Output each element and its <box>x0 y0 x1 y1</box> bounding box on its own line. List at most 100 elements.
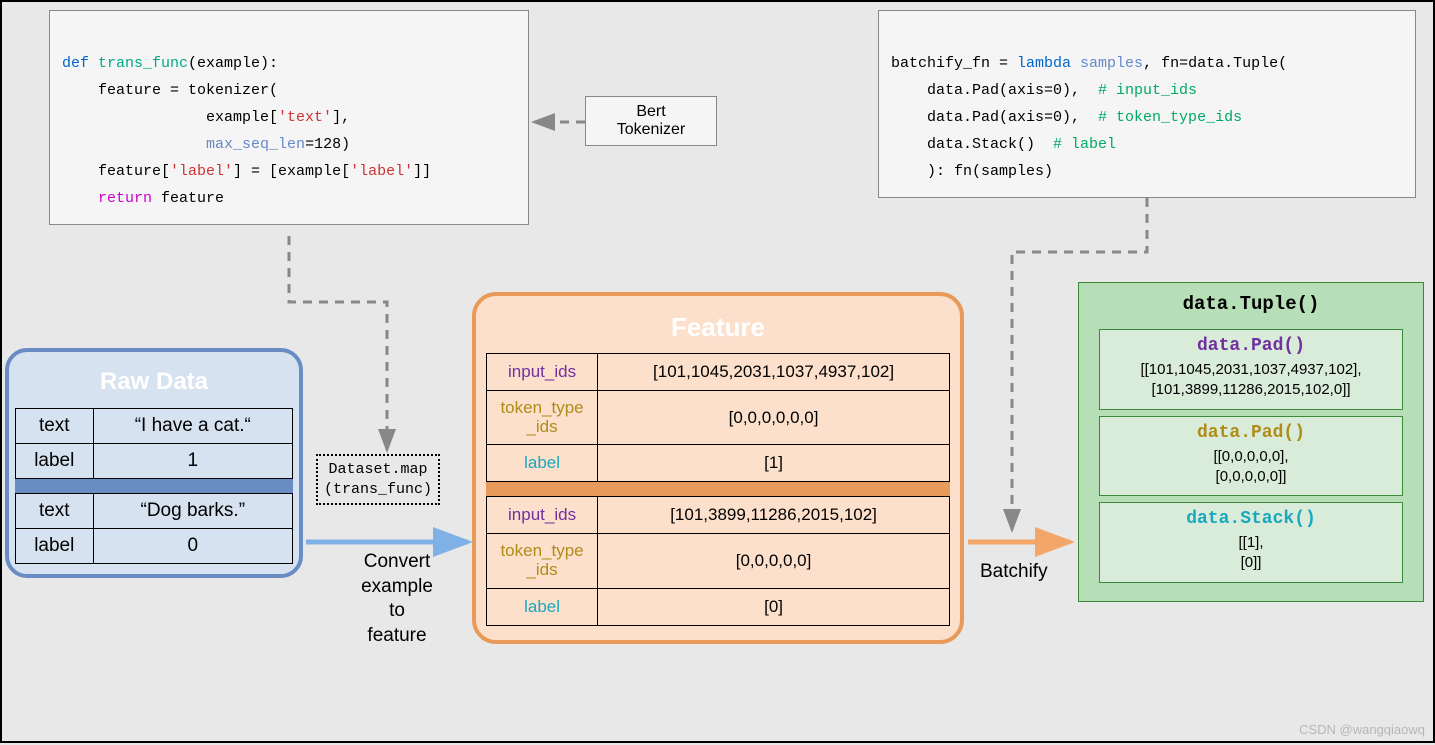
code-text: ] = [example[ <box>233 163 350 180</box>
feature-title: Feature <box>486 306 950 353</box>
raw-data-panel: Raw Data text “I have a cat.“ label 1 te… <box>5 348 303 578</box>
code-text: (example): <box>188 55 278 72</box>
data-stack-box: data.Stack() [[1], [0]] <box>1099 502 1403 583</box>
kw-lambda: lambda <box>1017 55 1080 72</box>
convert-label: Convert example to feature <box>342 550 452 649</box>
code-text: =128) <box>305 136 350 153</box>
tuple-title: data.Tuple() <box>1089 291 1413 323</box>
bert-tokenizer-box: Bert Tokenizer <box>585 96 717 146</box>
sub-line: [[0,0,0,0,0], <box>1213 448 1288 465</box>
kw-comment: # label <box>1053 136 1116 153</box>
feature-separator <box>486 482 950 496</box>
flow-line: Batchify <box>980 561 1048 582</box>
kw-return: return <box>62 190 161 207</box>
raw-key: text <box>16 409 94 444</box>
feature-table-1: input_ids [101,1045,2031,1037,4937,102] … <box>486 353 950 482</box>
table-row: input_ids [101,1045,2031,1037,4937,102] <box>487 354 950 391</box>
raw-key: text <box>16 494 94 529</box>
raw-val: “I have a cat.“ <box>93 409 292 444</box>
sub-title: data.Stack() <box>1108 507 1394 533</box>
feature-val: [101,3899,11286,2015,102] <box>598 497 950 534</box>
code-text: feature <box>161 190 224 207</box>
raw-table-2: text “Dog barks.” label 0 <box>15 493 293 564</box>
bert-label-line1: Bert <box>600 103 702 121</box>
feature-panel: Feature input_ids [101,1045,2031,1037,49… <box>472 292 964 644</box>
feature-val: [101,1045,2031,1037,4937,102] <box>598 354 950 391</box>
kw-string: 'text' <box>278 109 332 126</box>
code-batchify-fn: batchify_fn = lambda samples, fn=data.Tu… <box>878 10 1416 198</box>
raw-key: label <box>16 529 94 564</box>
kw-funcname: trans_func <box>98 55 188 72</box>
code-text: feature[ <box>62 163 170 180</box>
kw-param: samples <box>1080 55 1143 72</box>
table-row: label [1] <box>487 445 950 482</box>
code-text: ]] <box>413 163 431 180</box>
kw-def: def <box>62 55 98 72</box>
code-text: ): fn(samples) <box>891 163 1053 180</box>
table-row: text “Dog barks.” <box>16 494 293 529</box>
sub-line: [0,0,0,0,0]] <box>1216 468 1287 485</box>
sub-line: [0]] <box>1241 554 1262 571</box>
feature-key: input_ids <box>487 354 598 391</box>
sub-line: [[101,1045,2031,1037,4937,102], <box>1140 361 1361 378</box>
code-text: ], <box>332 109 350 126</box>
code-text: data.Stack() <box>891 136 1053 153</box>
data-pad-box-2: data.Pad() [[0,0,0,0,0], [0,0,0,0,0]] <box>1099 416 1403 497</box>
raw-separator <box>15 479 293 493</box>
feature-key: input_ids <box>487 497 598 534</box>
table-row: token_type_ids [0,0,0,0,0] <box>487 534 950 588</box>
code-text: data.Pad(axis=0), <box>891 109 1098 126</box>
raw-val: 0 <box>93 529 292 564</box>
raw-data-title: Raw Data <box>15 360 293 408</box>
raw-val: “Dog barks.” <box>93 494 292 529</box>
table-row: label 0 <box>16 529 293 564</box>
feature-val: [0] <box>598 588 950 625</box>
code-text: batchify_fn = <box>891 55 1017 72</box>
feature-val: [1] <box>598 445 950 482</box>
feature-key: label <box>487 445 598 482</box>
feature-key: token_type_ids <box>487 534 598 588</box>
table-row: label [0] <box>487 588 950 625</box>
sub-body: [[101,1045,2031,1037,4937,102], [101,389… <box>1108 360 1394 401</box>
code-text: , fn=data.Tuple( <box>1143 55 1287 72</box>
sub-body: [[1], [0]] <box>1108 533 1394 574</box>
sub-line: [[1], <box>1238 534 1263 551</box>
kw-param: max_seq_len <box>206 136 305 153</box>
data-tuple-panel: data.Tuple() data.Pad() [[101,1045,2031,… <box>1078 282 1424 602</box>
dotted-line1: Dataset.map <box>324 460 432 480</box>
batchify-label: Batchify <box>980 560 1048 585</box>
flow-line: example <box>361 576 433 597</box>
dotted-line2: (trans_func) <box>324 480 432 500</box>
kw-comment: # token_type_ids <box>1098 109 1242 126</box>
table-row: token_type_ids [0,0,0,0,0,0] <box>487 391 950 445</box>
sub-title: data.Pad() <box>1108 334 1394 360</box>
feature-key: label <box>487 588 598 625</box>
kw-string: 'label' <box>350 163 413 180</box>
code-text: example[ <box>62 109 278 126</box>
feature-key: token_type_ids <box>487 391 598 445</box>
code-trans-func: def trans_func(example): feature = token… <box>49 10 529 225</box>
dash-code-to-dataset <box>289 236 387 450</box>
flow-line: to <box>389 600 405 621</box>
bert-label-line2: Tokenizer <box>600 121 702 139</box>
watermark: CSDN @wangqiaowq <box>1299 722 1425 737</box>
sub-line: [101,3899,11286,2015,102,0]] <box>1151 381 1350 398</box>
raw-key: label <box>16 444 94 479</box>
table-row: label 1 <box>16 444 293 479</box>
flow-line: feature <box>367 625 426 646</box>
dataset-map-box: Dataset.map (trans_func) <box>316 454 440 505</box>
flow-line: Convert <box>364 551 431 572</box>
table-row: text “I have a cat.“ <box>16 409 293 444</box>
feature-val: [0,0,0,0,0,0] <box>598 391 950 445</box>
sub-body: [[0,0,0,0,0], [0,0,0,0,0]] <box>1108 447 1394 488</box>
raw-table-1: text “I have a cat.“ label 1 <box>15 408 293 479</box>
code-text <box>62 136 206 153</box>
feature-table-2: input_ids [101,3899,11286,2015,102] toke… <box>486 496 950 625</box>
data-pad-box-1: data.Pad() [[101,1045,2031,1037,4937,102… <box>1099 329 1403 410</box>
sub-title: data.Pad() <box>1108 421 1394 447</box>
table-row: input_ids [101,3899,11286,2015,102] <box>487 497 950 534</box>
code-text: feature = tokenizer( <box>62 82 278 99</box>
code-text: data.Pad(axis=0), <box>891 82 1098 99</box>
kw-string: 'label' <box>170 163 233 180</box>
kw-comment: # input_ids <box>1098 82 1197 99</box>
